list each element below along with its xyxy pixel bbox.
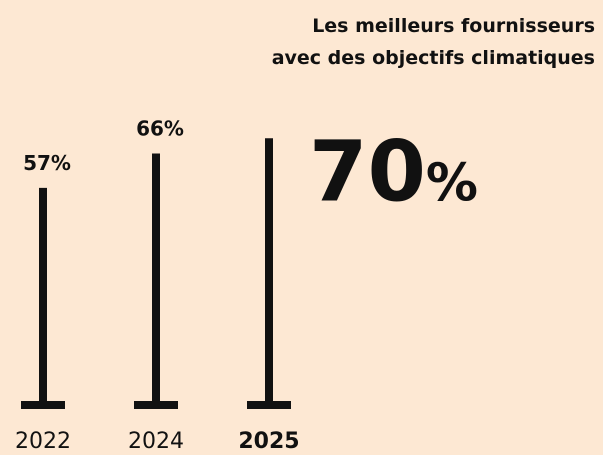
x-tick-label: 2025: [238, 429, 299, 454]
x-tick-label: 2024: [128, 429, 184, 454]
value-label: 70%: [309, 122, 478, 220]
chart-title: avec des objectifs climatiques: [272, 47, 595, 69]
chart-title: Les meilleurs fournisseurs: [312, 15, 595, 37]
value-label: 66%: [136, 117, 184, 141]
value-label: 57%: [23, 151, 71, 175]
x-tick-label: 2022: [15, 429, 71, 454]
